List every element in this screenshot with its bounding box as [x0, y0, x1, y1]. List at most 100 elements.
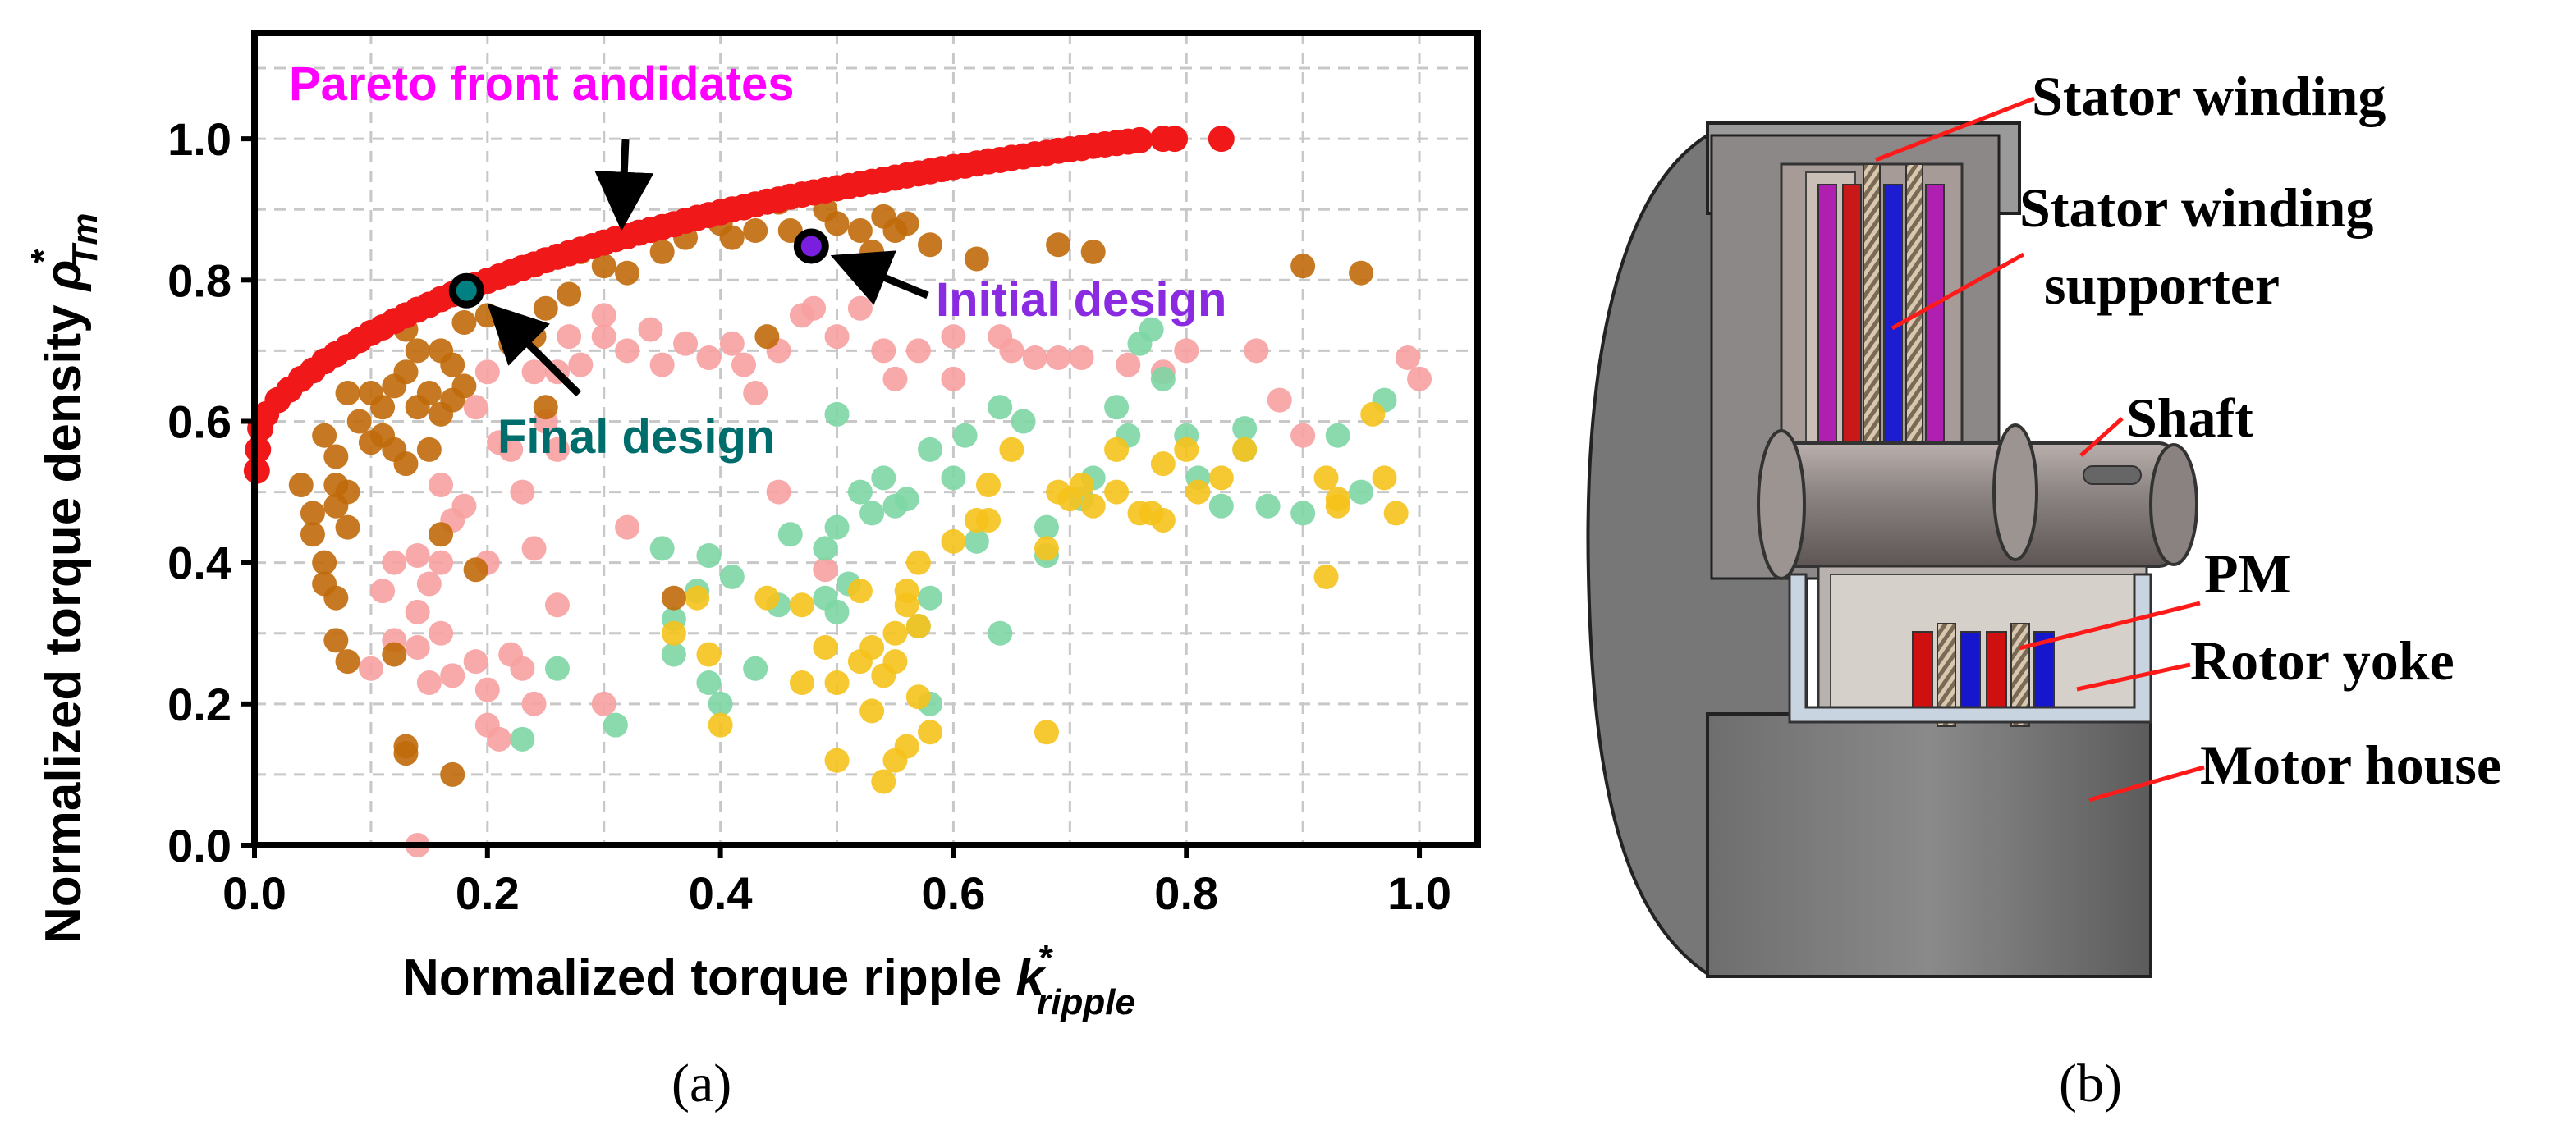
scatter-point — [649, 239, 675, 264]
scatter-point — [312, 550, 337, 575]
scatter-point — [1034, 514, 1059, 540]
shaft-end — [2149, 443, 2198, 566]
scatter-point — [638, 317, 663, 342]
scatter-point — [859, 239, 885, 264]
scatter-point — [370, 579, 396, 604]
scatter-point — [510, 726, 535, 752]
scatter-point — [871, 465, 896, 491]
scatter-point — [754, 324, 780, 350]
scatter-point — [696, 543, 722, 569]
scatter-point — [918, 232, 943, 258]
scatter-point — [312, 423, 337, 448]
motor-illustration: Stator winding Stator winding supporter … — [1586, 65, 2501, 1114]
initial-design-marker — [793, 228, 829, 264]
scatter-point — [847, 479, 873, 505]
scatter-point — [894, 487, 919, 512]
motor-house-front — [1706, 712, 2152, 978]
scatter-point — [824, 514, 850, 540]
scatter-point — [615, 260, 640, 286]
scatter-point — [440, 761, 465, 787]
scatter-point — [1325, 487, 1350, 512]
scatter-point — [1139, 317, 1164, 342]
scatter-point — [976, 508, 1001, 533]
scatter-point — [847, 295, 873, 321]
scatter-point — [847, 579, 873, 604]
scatter-point — [429, 522, 454, 547]
scatter-point — [661, 585, 686, 611]
scatter-point — [1011, 409, 1036, 434]
scatter-point — [824, 401, 850, 427]
scatter-point — [859, 501, 885, 526]
scatter-point — [905, 550, 931, 575]
scatter-point — [999, 338, 1024, 364]
scatter-point — [882, 649, 908, 675]
scatter-point — [544, 437, 570, 462]
final-design-arrow — [487, 303, 582, 397]
rotor-yoke — [1830, 574, 2135, 715]
scatter-point — [708, 691, 733, 716]
scatter-point — [777, 522, 803, 547]
chart-series-layer — [243, 126, 1432, 857]
scatter-point — [429, 472, 454, 497]
final-design-annotation: Final design — [497, 410, 775, 464]
scatter-point — [719, 331, 745, 356]
scatter-point — [696, 345, 722, 370]
scatter-point — [521, 536, 547, 561]
scatter-point — [743, 218, 768, 244]
scatter-point — [882, 366, 908, 391]
scatter-point — [754, 585, 780, 611]
scatter-point — [1034, 720, 1059, 745]
scatter-point — [1349, 479, 1374, 505]
scatter-point — [416, 670, 442, 695]
scatter-point — [1104, 479, 1130, 505]
scatter-point — [405, 634, 430, 660]
scatter-point — [544, 592, 570, 618]
scatter-point — [382, 642, 407, 667]
scatter-point — [358, 656, 383, 681]
scatter-point — [1407, 366, 1432, 391]
scatter-point — [789, 670, 814, 695]
scatter-point — [824, 599, 850, 624]
scatter-point — [824, 748, 850, 773]
scatter-point — [847, 218, 873, 244]
scatter-point — [766, 479, 791, 505]
scatter-point — [405, 338, 430, 364]
scatter-point — [1372, 465, 1397, 491]
scatter-point — [487, 430, 511, 455]
scatter-point — [999, 437, 1024, 462]
scatter-point — [591, 254, 616, 279]
scatter-point — [731, 352, 756, 377]
scatter-point — [661, 620, 686, 646]
scatter-point — [544, 656, 570, 681]
scatter-point — [813, 557, 838, 583]
scatter-point — [474, 359, 500, 385]
x-tick-label: 0.2 — [456, 867, 520, 919]
scatter-point — [1349, 260, 1374, 286]
series-pink-candidates — [358, 295, 1432, 857]
scatter-point — [487, 726, 511, 752]
plot-frame — [251, 30, 1481, 848]
pareto-arrow — [594, 139, 654, 231]
series-brown-candidates — [288, 190, 1374, 787]
shaft-keyway — [2083, 465, 2142, 485]
scatter-point — [451, 309, 477, 335]
scatter-point — [941, 324, 966, 350]
scatter-point — [603, 712, 628, 738]
scatter-point — [335, 381, 360, 406]
scatter-point — [824, 211, 850, 236]
scatter-point — [1232, 416, 1258, 441]
scatter-point — [615, 514, 640, 540]
scatter-point — [708, 712, 733, 738]
panel-b-label: (b) — [2059, 1054, 2122, 1114]
scatter-point — [533, 395, 558, 420]
scatter-point — [429, 620, 454, 646]
housing-lip — [1788, 573, 2152, 724]
scatter-point — [1116, 352, 1141, 377]
scatter-point — [649, 536, 675, 561]
y-tick-label: 0.2 — [167, 679, 231, 730]
scatter-point — [300, 501, 325, 526]
x-tick-label: 0.4 — [689, 867, 753, 919]
scatter-point — [988, 395, 1013, 420]
scatter-point — [591, 303, 616, 328]
scatter-point — [1069, 472, 1094, 497]
